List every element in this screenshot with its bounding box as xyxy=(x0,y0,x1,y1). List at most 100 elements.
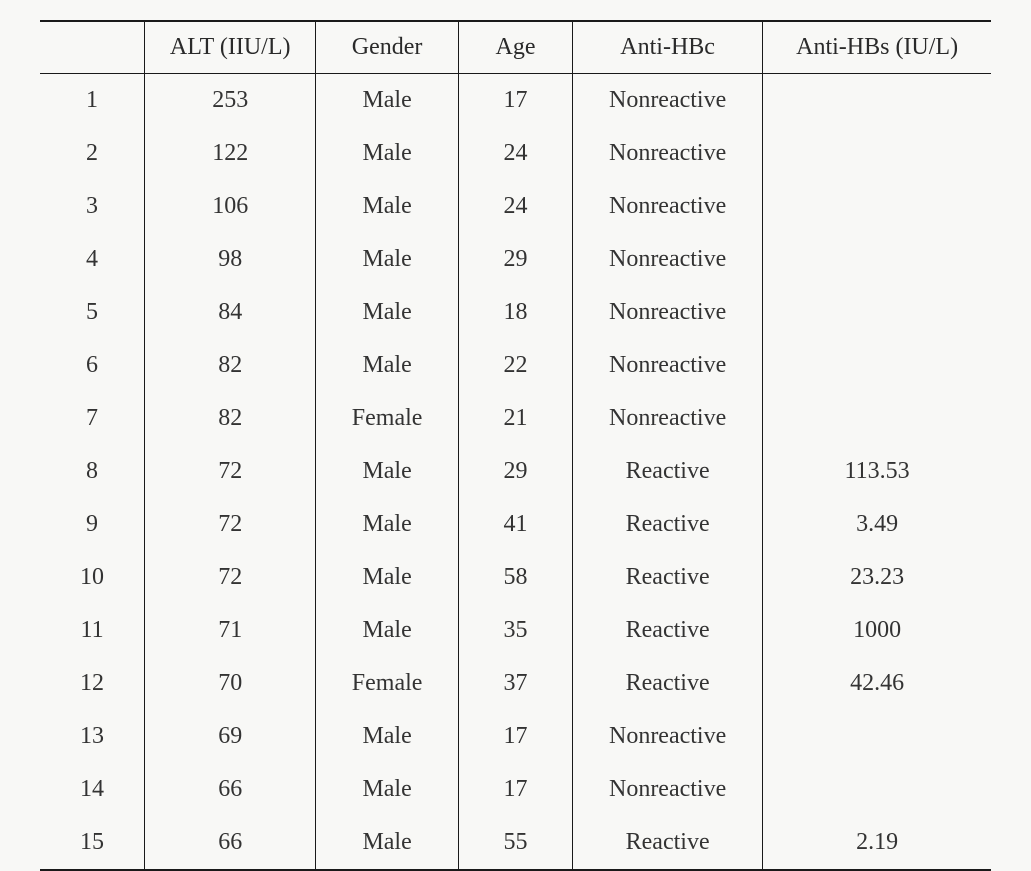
cell-alt: 98 xyxy=(145,233,316,286)
table-row: 584Male18Nonreactive xyxy=(40,286,991,339)
cell-index: 2 xyxy=(40,127,145,180)
cell-gender: Male xyxy=(316,445,459,498)
cell-anti-hbs xyxy=(763,392,991,445)
cell-anti-hbs: 2.19 xyxy=(763,816,991,870)
cell-index: 4 xyxy=(40,233,145,286)
table-row: 1072Male58Reactive23.23 xyxy=(40,551,991,604)
cell-anti-hbs xyxy=(763,74,991,128)
cell-anti-hbs xyxy=(763,339,991,392)
cell-index: 3 xyxy=(40,180,145,233)
cell-gender: Female xyxy=(316,657,459,710)
cell-alt: 66 xyxy=(145,763,316,816)
table-body: 1253Male17Nonreactive2122Male24Nonreacti… xyxy=(40,74,991,871)
cell-anti-hbs xyxy=(763,180,991,233)
cell-anti-hbs xyxy=(763,763,991,816)
cell-gender: Male xyxy=(316,816,459,870)
cell-anti-hbc: Reactive xyxy=(573,445,763,498)
cell-index: 6 xyxy=(40,339,145,392)
cell-index: 1 xyxy=(40,74,145,128)
cell-anti-hbc: Reactive xyxy=(573,498,763,551)
cell-age: 37 xyxy=(458,657,572,710)
cell-alt: 106 xyxy=(145,180,316,233)
cell-anti-hbc: Nonreactive xyxy=(573,180,763,233)
header-gender: Gender xyxy=(316,21,459,74)
cell-age: 17 xyxy=(458,710,572,763)
table-row: 972Male41Reactive3.49 xyxy=(40,498,991,551)
cell-gender: Male xyxy=(316,551,459,604)
cell-gender: Male xyxy=(316,286,459,339)
cell-alt: 72 xyxy=(145,551,316,604)
cell-anti-hbs: 23.23 xyxy=(763,551,991,604)
cell-gender: Male xyxy=(316,763,459,816)
cell-alt: 69 xyxy=(145,710,316,763)
cell-age: 21 xyxy=(458,392,572,445)
cell-age: 18 xyxy=(458,286,572,339)
cell-age: 24 xyxy=(458,127,572,180)
cell-anti-hbc: Nonreactive xyxy=(573,74,763,128)
table-row: 872Male29Reactive113.53 xyxy=(40,445,991,498)
table-row: 682Male22Nonreactive xyxy=(40,339,991,392)
cell-index: 10 xyxy=(40,551,145,604)
cell-anti-hbs xyxy=(763,710,991,763)
cell-index: 8 xyxy=(40,445,145,498)
cell-index: 9 xyxy=(40,498,145,551)
cell-index: 14 xyxy=(40,763,145,816)
cell-index: 5 xyxy=(40,286,145,339)
header-index xyxy=(40,21,145,74)
cell-anti-hbc: Reactive xyxy=(573,657,763,710)
cell-gender: Male xyxy=(316,180,459,233)
header-anti-hbc: Anti-HBc xyxy=(573,21,763,74)
cell-index: 15 xyxy=(40,816,145,870)
cell-anti-hbc: Reactive xyxy=(573,551,763,604)
cell-age: 41 xyxy=(458,498,572,551)
cell-anti-hbc: Nonreactive xyxy=(573,339,763,392)
table-row: 498Male29Nonreactive xyxy=(40,233,991,286)
table-row: 782Female21Nonreactive xyxy=(40,392,991,445)
cell-anti-hbc: Nonreactive xyxy=(573,710,763,763)
table-header-row: ALT (IIU/L) Gender Age Anti-HBc Anti-HBs… xyxy=(40,21,991,74)
cell-alt: 82 xyxy=(145,392,316,445)
cell-gender: Male xyxy=(316,498,459,551)
cell-age: 29 xyxy=(458,233,572,286)
cell-index: 12 xyxy=(40,657,145,710)
cell-alt: 253 xyxy=(145,74,316,128)
cell-anti-hbs xyxy=(763,286,991,339)
header-alt: ALT (IIU/L) xyxy=(145,21,316,74)
cell-index: 11 xyxy=(40,604,145,657)
cell-age: 35 xyxy=(458,604,572,657)
cell-gender: Male xyxy=(316,233,459,286)
clinical-data-table: ALT (IIU/L) Gender Age Anti-HBc Anti-HBs… xyxy=(40,20,991,871)
header-age: Age xyxy=(458,21,572,74)
table-row: 3106Male24Nonreactive xyxy=(40,180,991,233)
cell-anti-hbc: Nonreactive xyxy=(573,286,763,339)
cell-anti-hbc: Reactive xyxy=(573,604,763,657)
cell-anti-hbc: Nonreactive xyxy=(573,127,763,180)
cell-anti-hbs: 3.49 xyxy=(763,498,991,551)
cell-alt: 122 xyxy=(145,127,316,180)
table-row: 1270Female37Reactive42.46 xyxy=(40,657,991,710)
cell-anti-hbs: 113.53 xyxy=(763,445,991,498)
cell-anti-hbc: Reactive xyxy=(573,816,763,870)
table-row: 2122Male24Nonreactive xyxy=(40,127,991,180)
cell-anti-hbs: 42.46 xyxy=(763,657,991,710)
cell-anti-hbc: Nonreactive xyxy=(573,233,763,286)
cell-alt: 70 xyxy=(145,657,316,710)
cell-alt: 82 xyxy=(145,339,316,392)
cell-alt: 84 xyxy=(145,286,316,339)
cell-alt: 71 xyxy=(145,604,316,657)
cell-age: 29 xyxy=(458,445,572,498)
cell-age: 58 xyxy=(458,551,572,604)
cell-anti-hbs xyxy=(763,127,991,180)
cell-age: 17 xyxy=(458,763,572,816)
cell-gender: Male xyxy=(316,710,459,763)
cell-gender: Male xyxy=(316,127,459,180)
table-row: 1466Male17Nonreactive xyxy=(40,763,991,816)
cell-age: 55 xyxy=(458,816,572,870)
cell-gender: Male xyxy=(316,339,459,392)
cell-alt: 72 xyxy=(145,498,316,551)
cell-age: 22 xyxy=(458,339,572,392)
cell-anti-hbs xyxy=(763,233,991,286)
cell-gender: Female xyxy=(316,392,459,445)
cell-gender: Male xyxy=(316,74,459,128)
cell-alt: 72 xyxy=(145,445,316,498)
